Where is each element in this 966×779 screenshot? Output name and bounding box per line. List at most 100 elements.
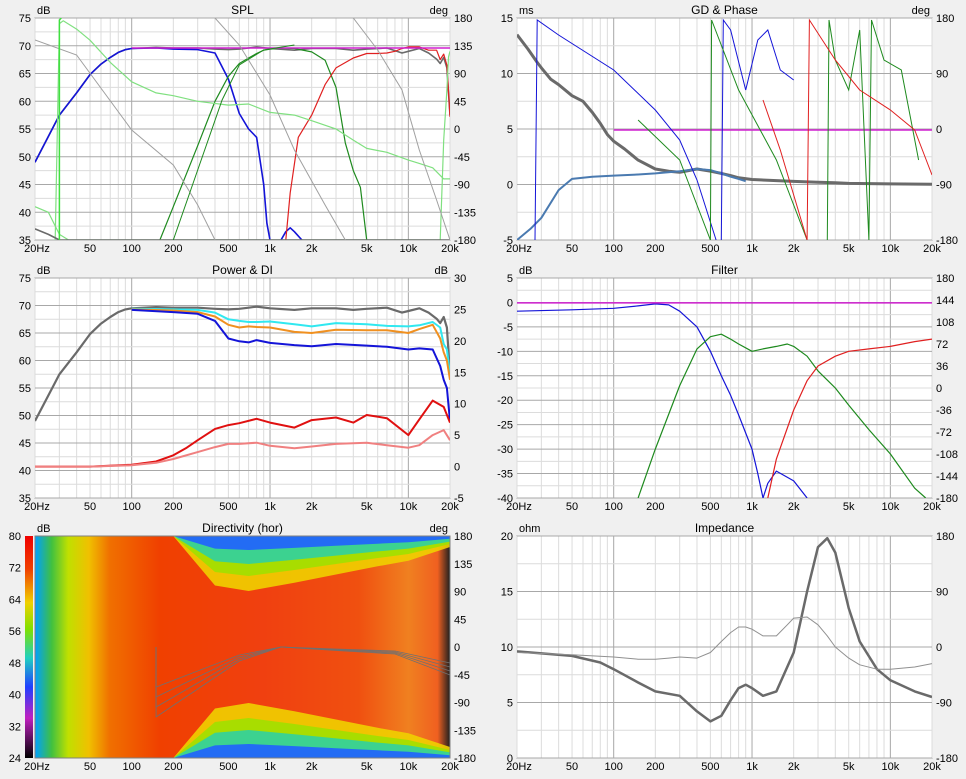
x-tick-label: 500 [701, 501, 719, 513]
x-tick-label: 10k [881, 761, 899, 773]
y2-tick-label: 36 [936, 361, 948, 373]
scale-tick-label: 72 [9, 563, 21, 575]
x-tick-label: 20Hz [24, 761, 50, 773]
y-tick-label: 50 [19, 152, 31, 164]
y2-tick-label: -90 [454, 180, 470, 192]
y2-tick-label: 180 [454, 531, 472, 543]
x-tick-label: 2k [788, 501, 800, 513]
y2-tick-label: 0 [454, 462, 460, 474]
x-tick-label: 200 [164, 761, 182, 773]
y-tick-label: 5 [507, 698, 513, 710]
x-tick-label: 200 [164, 501, 182, 513]
y2-tick-label: -180 [936, 493, 958, 505]
x-tick-label: 20k [923, 501, 941, 513]
y2-tick-label: 0 [454, 642, 460, 654]
y2-tick-label: -180 [936, 235, 958, 247]
y2-tick-label: 180 [936, 531, 954, 543]
right-unit-label: deg [430, 5, 448, 17]
y2-tick-label: 90 [936, 69, 948, 81]
left-unit-label: ms [519, 5, 534, 17]
x-tick-label: 50 [566, 501, 578, 513]
phase-trace [352, 18, 450, 240]
y2-tick-label: -108 [936, 449, 958, 461]
series-line-tweeter [767, 338, 932, 498]
x-tick-label: 20k [441, 243, 459, 255]
panel-title: Directivity (hor) [202, 521, 283, 535]
x-tick-label: 20Hz [24, 501, 50, 513]
x-tick-label: 500 [701, 243, 719, 255]
panel-title: Filter [711, 263, 738, 277]
heatmap-contour [155, 646, 451, 708]
x-tick-label: 20k [923, 761, 941, 773]
y2-tick-label: 72 [936, 339, 948, 351]
mid-phase-trace [637, 119, 711, 240]
y2-tick-label: 0 [936, 642, 942, 654]
series-group [517, 536, 932, 723]
series-line-offaxis [54, 20, 450, 240]
left-unit-label: dB [37, 523, 50, 535]
x-tick-label: 20Hz [506, 761, 532, 773]
x-tick-label: 50 [84, 761, 96, 773]
phase-trace-mid [172, 44, 295, 240]
y2-tick-label: 90 [454, 69, 466, 81]
directivity-panel: Directivity (hor) dB deg 80 72 64 56 48 40 32 24 18… [9, 521, 476, 773]
mid-phase-trace [826, 19, 920, 240]
y-tick-label: -20 [497, 395, 513, 407]
y2-tick-label: 180 [454, 13, 472, 25]
y-tick-label: 5 [507, 273, 513, 285]
y2-tick-label: -135 [454, 725, 476, 737]
y-tick-label: 35 [19, 235, 31, 247]
y-tick-label: 15 [501, 587, 513, 599]
series-line-woofer [131, 308, 450, 422]
y2-tick-label: 90 [936, 587, 948, 599]
y-tick-label: 40 [19, 207, 31, 219]
x-tick-label: 1k [746, 243, 758, 255]
x-tick-label: 10k [881, 243, 899, 255]
x-tick-label: 100 [123, 243, 141, 255]
y2-tick-label: 0 [454, 124, 460, 136]
panel-title: Power & DI [212, 263, 273, 277]
x-tick-label: 5k [361, 243, 373, 255]
y-tick-label: 40 [19, 466, 31, 478]
y2-tick-label: 25 [454, 304, 466, 316]
series-group [35, 18, 450, 240]
x-tick-label: 50 [566, 761, 578, 773]
series-line-listening [131, 308, 450, 380]
x-tick-label: 2k [306, 501, 318, 513]
scale-tick-label: 64 [9, 594, 21, 606]
x-tick-label: 1k [264, 243, 276, 255]
series-line-di_light [35, 429, 450, 468]
y-tick-label: 75 [19, 273, 31, 285]
left-unit-label: dB [37, 5, 50, 17]
y-tick-label: 0 [507, 753, 513, 765]
y2-tick-label: 135 [454, 559, 472, 571]
x-tick-label: 100 [123, 761, 141, 773]
left-unit-label: ohm [519, 523, 540, 535]
x-tick-label: 100 [605, 501, 623, 513]
x-tick-label: 20Hz [24, 243, 50, 255]
plot-border [34, 535, 451, 759]
x-tick-label: 500 [219, 501, 237, 513]
series-line-early [131, 307, 450, 375]
x-tick-label: 200 [646, 761, 664, 773]
y-tick-label: 35 [19, 493, 31, 505]
x-tick-label: 100 [605, 761, 623, 773]
y2-tick-label: 180 [936, 13, 954, 25]
right-unit-label: dB [435, 265, 448, 277]
y2-tick-label: -90 [936, 180, 952, 192]
series-line-di [35, 399, 450, 468]
woofer-phase-trace [720, 18, 794, 240]
y2-tick-label: 45 [454, 96, 466, 108]
x-tick-label: 2k [306, 761, 318, 773]
x-tick-label: 1k [264, 761, 276, 773]
x-tick-label: 1k [746, 761, 758, 773]
y2-tick-label: -36 [936, 405, 952, 417]
x-tick-label: 50 [566, 243, 578, 255]
x-tick-label: 200 [646, 243, 664, 255]
y2-tick-label: 20 [454, 336, 466, 348]
y-tick-label: -30 [497, 444, 513, 456]
y-tick-label: 70 [19, 41, 31, 53]
panel-title: GD & Phase [691, 3, 758, 17]
